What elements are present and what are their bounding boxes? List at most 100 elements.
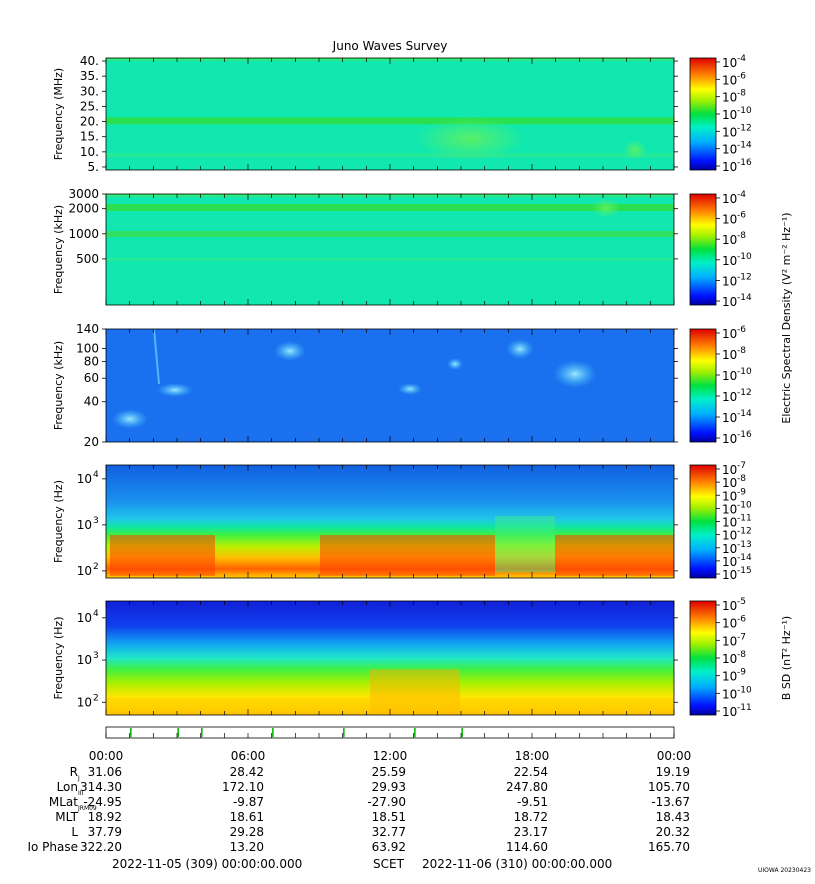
colorbar-tick-label: 10: [722, 295, 737, 309]
ephemeris-value: 19.19: [656, 765, 690, 779]
ephemeris-value: -9.87: [233, 795, 264, 809]
spectrogram-panel-1: 5.10.15.20. 25.30.35.40. Frequency (MHz) 10…: [52, 54, 752, 174]
scet-end: 2022-11-06 (310) 00:00:00.000: [422, 857, 612, 871]
colorbar-tick-label: 10: [722, 432, 737, 446]
ephemeris-value: 20.32: [656, 825, 690, 839]
scet-label: SCET: [373, 857, 405, 871]
colorbar-label-magnetic: B SD (nT² Hz⁻¹): [780, 616, 793, 700]
ephemeris-value: 18.51: [372, 810, 406, 824]
colorbar-tick-label: 10: [722, 705, 737, 719]
x-tick-label: 12:00: [373, 749, 408, 763]
emission-feature: [157, 383, 193, 397]
y-tick-label: 40: [84, 395, 99, 409]
heatmap-background: [106, 329, 674, 442]
colorbar-tick-label: 10: [722, 233, 737, 247]
colorbar-tick-label: 10: [722, 56, 737, 70]
y-tick-label: 10.: [80, 145, 99, 159]
y-tick-label: 40.: [80, 54, 99, 68]
y-tick-label: 100: [76, 342, 99, 356]
colorbar-tick-label: 10: [722, 327, 737, 341]
colorbar-tick-exponent: -14: [737, 293, 752, 303]
emission-feature: [495, 515, 555, 573]
ephemeris-value: 18.43: [656, 810, 690, 824]
corner-label: UIOWA 20230423: [757, 867, 811, 874]
colorbar-tick-exponent: -10: [737, 500, 752, 510]
y-tick-label: 60: [84, 371, 99, 385]
colorbar-tick-exponent: -16: [737, 430, 752, 440]
heatmap-background: [106, 58, 674, 170]
ephemeris-row-subscript: JRM09: [77, 805, 97, 812]
ephemeris-value: -27.90: [367, 795, 406, 809]
colorbar-tick-label: 10: [722, 213, 737, 227]
scet-start: 2022-11-05 (309) 00:00:00.000: [112, 857, 302, 871]
y-tick-label: 1000: [68, 227, 99, 241]
colorbar-tick-exponent: -8: [737, 346, 746, 356]
colorbar-tick-label: 10: [722, 568, 737, 582]
colorbar-tick-exponent: -16: [737, 158, 752, 168]
y-tick-label: 35.: [80, 69, 99, 83]
ephemeris-row-subscript: J: [77, 775, 80, 782]
colorbar-tick-label: 10: [722, 617, 737, 631]
colorbar-tick-exponent: -11: [737, 703, 752, 713]
ephemeris-value: 29.93: [372, 780, 406, 794]
ephemeris-value: 32.77: [372, 825, 406, 839]
colorbar-tick-label: 10: [722, 254, 737, 268]
y-tick-label: 2000: [68, 202, 99, 216]
heatmap-band: [106, 258, 674, 261]
colorbar-tick-exponent: -4: [737, 190, 746, 200]
colorbar-tick-exponent: -12: [737, 123, 752, 133]
colorbar-tick-label: 10: [722, 542, 737, 556]
ephemeris-value: 18.61: [230, 810, 264, 824]
ephemeris-value: 105.70: [648, 780, 690, 794]
colorbar-tick-exponent: -14: [737, 141, 752, 151]
colorbar-tick-exponent: -10: [737, 367, 752, 377]
colorbar-tick-label: 10: [722, 348, 737, 362]
colorbar-tick-exponent: -7: [737, 632, 746, 642]
ephemeris-value: 37.79: [88, 825, 122, 839]
y-tick-label: 30.: [80, 84, 99, 98]
ephemeris-value: 165.70: [648, 840, 690, 854]
colorbar-tick-label: 10: [722, 143, 737, 157]
y-tick-label: 10: [77, 518, 92, 532]
y-tick-label: 10: [77, 695, 92, 709]
y-tick-label: 10: [77, 472, 92, 486]
ephemeris-table: 00:00 06:00 12:00 18:00 00:00 R J 31.06 28.42 25.…: [27, 749, 691, 854]
event-timeline: [105, 726, 675, 739]
y-axis-label: Frequency (Hz): [52, 617, 65, 700]
y-tick-exponent: 3: [93, 516, 99, 526]
colorbar-tick-exponent: -9: [737, 668, 746, 678]
colorbar-tick-exponent: -14: [737, 553, 752, 563]
y-tick-label: 140: [76, 322, 99, 336]
colorbar: [689, 57, 717, 171]
emission-feature: [447, 358, 463, 370]
emission-feature: [106, 697, 674, 712]
colorbar-tick-exponent: -10: [737, 252, 752, 262]
y-tick-exponent: 3: [93, 651, 99, 661]
y-tick-label: 25.: [80, 99, 99, 113]
ephemeris-value: -24.95: [83, 795, 122, 809]
ephemeris-value: 247.80: [506, 780, 548, 794]
colorbar-tick-label: 10: [722, 599, 737, 613]
y-tick-label: 10: [77, 653, 92, 667]
ephemeris-value: 18.72: [514, 810, 548, 824]
y-tick-label: 3000: [68, 187, 99, 201]
y-axis-label: Frequency (MHz): [52, 68, 65, 160]
colorbar-tick-label: 10: [722, 670, 737, 684]
intense-emission-region: [110, 535, 215, 576]
emission-feature: [398, 383, 422, 395]
colorbar-tick-label: 10: [722, 108, 737, 122]
ephemeris-row-label: L: [71, 825, 78, 839]
ephemeris-row-label: MLT: [55, 810, 78, 824]
ephemeris-value: 22.54: [514, 765, 548, 779]
ephemeris-value: 25.59: [372, 765, 406, 779]
colorbar-tick-exponent: -4: [737, 54, 746, 64]
y-tick-exponent: 2: [93, 693, 99, 703]
ephemeris-value: 28.42: [230, 765, 264, 779]
colorbar-tick-exponent: -8: [737, 650, 746, 660]
y-tick-label: 20.: [80, 115, 99, 129]
y-axis-label: Frequency (kHz): [52, 341, 65, 430]
ephemeris-value: 322.20: [80, 840, 122, 854]
colorbar-tick-exponent: -8: [737, 231, 746, 241]
